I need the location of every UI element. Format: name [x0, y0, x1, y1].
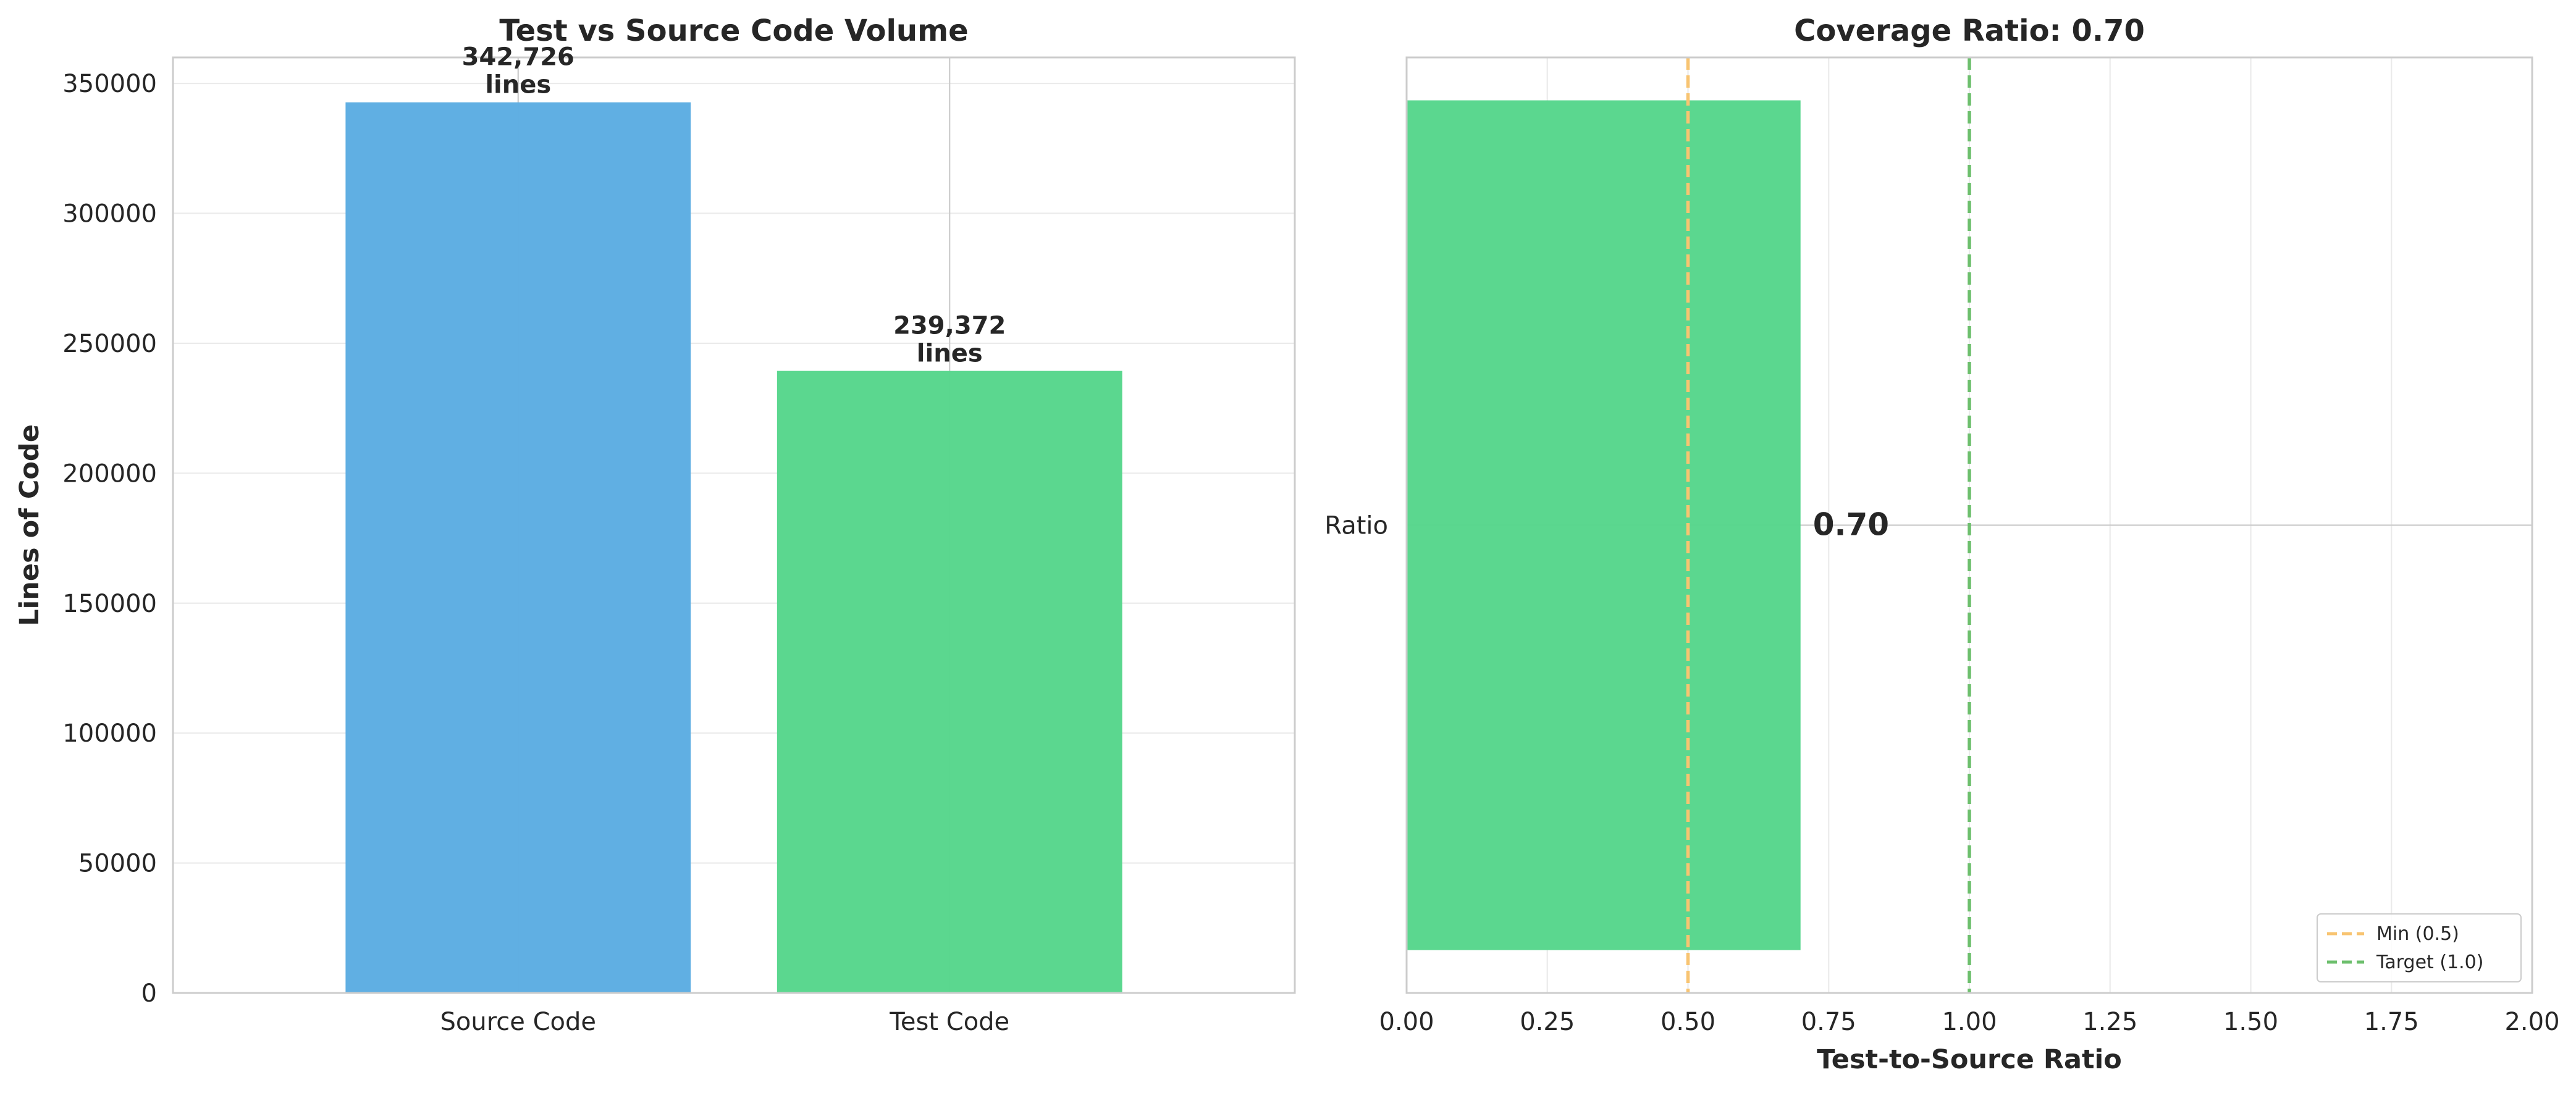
volume-bars — [345, 102, 1122, 994]
ratio-x-axis-label: Test-to-Source Ratio — [1817, 1044, 2122, 1075]
ratio-x-tick-label: 0.25 — [1520, 1008, 1575, 1036]
ratio-reference-lines — [1686, 57, 1971, 993]
volume-y-tick-label: 150000 — [62, 590, 157, 618]
ratio-bar — [1407, 100, 1801, 950]
volume-data-label-unit: lines — [917, 340, 983, 368]
ratio-bars — [1407, 100, 1801, 950]
volume-bar-source-code — [345, 102, 691, 994]
ratio-chart: 0.00 0.25 0.50 0.75 1.00 1.25 1.50 1.75 2.00 Rat… — [1324, 14, 2559, 1075]
legend-entry: Target (1.0) — [2376, 952, 2483, 973]
volume-chart: 0 50000 100000 150000 200000 250000 300000 3500… — [14, 14, 1296, 1036]
ratio-x-tick-label: 0.75 — [1801, 1008, 1856, 1036]
ratio-y-ticks: Ratio — [1324, 512, 1388, 540]
ratio-y-tick-label: Ratio — [1324, 512, 1388, 540]
ratio-legend: Min (0.5) Target (1.0) — [2317, 913, 2522, 982]
ratio-chart-title: Coverage Ratio: 0.70 — [1794, 14, 2145, 48]
legend-entry: Min (0.5) — [2376, 923, 2459, 945]
ratio-x-tick-label: 0.50 — [1661, 1008, 1715, 1036]
volume-y-ticks: 0 50000 100000 150000 200000 250000 300000 3500… — [62, 70, 157, 1008]
volume-y-axis-label: Lines of Code — [14, 424, 45, 626]
volume-gridlines — [173, 57, 1295, 994]
volume-y-tick-label: 100000 — [62, 719, 157, 748]
ratio-x-tick-label: 1.50 — [2223, 1008, 2278, 1036]
ratio-x-tick-label: 2.00 — [2504, 1008, 2559, 1036]
volume-data-label-value: 342,726 — [462, 43, 575, 72]
legend-box — [2317, 913, 2522, 982]
volume-y-tick-label: 350000 — [62, 70, 157, 98]
ratio-x-tick-label: 1.75 — [2364, 1008, 2419, 1036]
volume-y-tick-label: 200000 — [62, 459, 157, 488]
volume-bar-test-code — [777, 371, 1122, 993]
ratio-data-label: 0.70 — [1813, 507, 1889, 543]
ratio-x-tick-label: 1.00 — [1942, 1008, 1997, 1036]
volume-x-tick-label: Test Code — [889, 1008, 1009, 1036]
ratio-x-tick-label: 1.25 — [2082, 1008, 2137, 1036]
volume-y-tick-label: 50000 — [78, 850, 157, 878]
volume-y-tick-label: 250000 — [62, 330, 157, 358]
volume-chart-title: Test vs Source Code Volume — [499, 14, 968, 48]
ratio-x-tick-label: 0.00 — [1379, 1008, 1434, 1036]
volume-plot-frame — [172, 56, 1296, 994]
volume-x-tick-label: Source Code — [440, 1008, 597, 1036]
volume-y-tick-label: 300000 — [62, 200, 157, 228]
volume-y-tick-label: 0 — [141, 979, 157, 1008]
volume-data-label-unit: lines — [485, 71, 551, 99]
volume-data-label-value: 239,372 — [893, 312, 1006, 340]
ratio-x-ticks: 0.00 0.25 0.50 0.75 1.00 1.25 1.50 1.75 2.00 — [1379, 1008, 2559, 1036]
ratio-plot-frame — [1405, 56, 2533, 994]
volume-x-ticks: Source Code Test Code — [440, 1008, 1010, 1036]
